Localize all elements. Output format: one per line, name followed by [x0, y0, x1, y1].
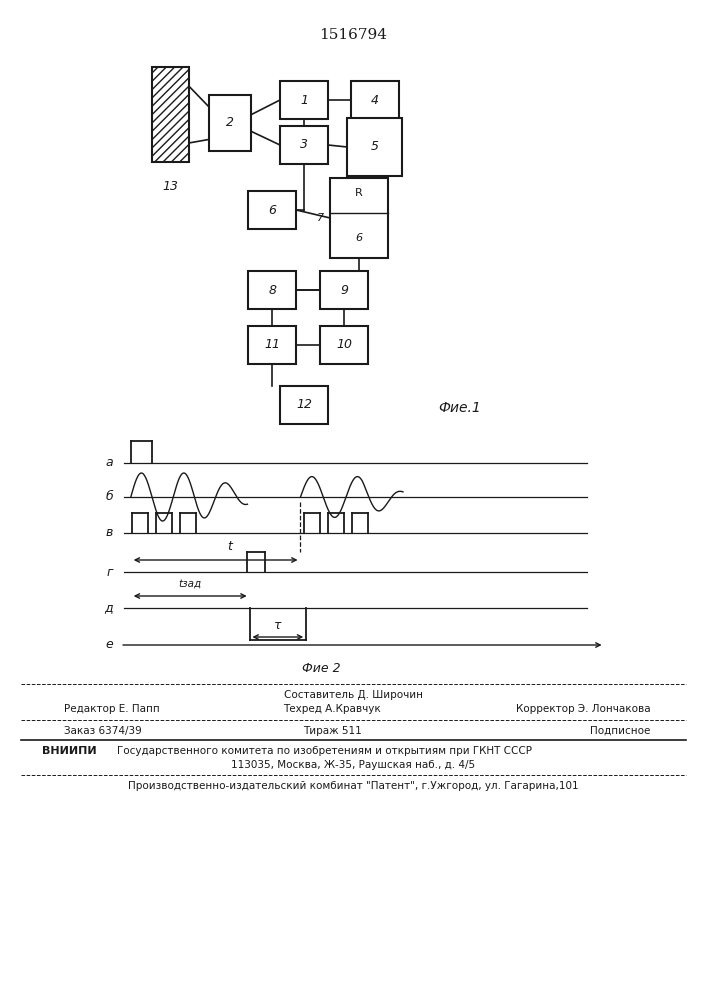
Text: 10: 10	[337, 338, 352, 352]
Text: 3: 3	[300, 138, 308, 151]
Text: Редактор Е. Папп: Редактор Е. Папп	[64, 704, 159, 714]
Text: Фие.1: Фие.1	[438, 401, 481, 415]
Text: tзад: tзад	[179, 579, 201, 589]
Text: Производственно-издательский комбинат "Патент", г.Ужгород, ул. Гагарина,101: Производственно-издательский комбинат "П…	[128, 781, 579, 791]
Text: 6: 6	[356, 233, 363, 243]
Text: 7: 7	[317, 213, 325, 223]
Text: Заказ 6374/39: Заказ 6374/39	[64, 726, 141, 736]
Text: Государственного комитета по изобретениям и открытиям при ГКНТ СССР: Государственного комитета по изобретения…	[117, 746, 532, 756]
Text: 5: 5	[370, 140, 379, 153]
Text: 13: 13	[163, 180, 178, 193]
Text: Техред А.Кравчук: Техред А.Кравчук	[284, 704, 381, 714]
Text: Корректор Э. Лончакова: Корректор Э. Лончакова	[516, 704, 650, 714]
Text: τ: τ	[274, 619, 281, 632]
Text: г: г	[107, 566, 113, 578]
Text: ВНИИПИ: ВНИИПИ	[42, 746, 97, 756]
Text: Составитель Д. Широчин: Составитель Д. Широчин	[284, 690, 423, 700]
Text: 6: 6	[268, 204, 276, 217]
Bar	[248, 271, 296, 309]
Bar	[320, 326, 368, 364]
Text: t: t	[228, 540, 232, 553]
Bar	[347, 118, 402, 176]
Text: 8: 8	[268, 284, 276, 296]
Text: в: в	[106, 526, 113, 540]
Bar	[248, 191, 296, 229]
Bar	[280, 126, 328, 164]
Text: е: е	[105, 639, 113, 652]
Text: 1516794: 1516794	[320, 28, 387, 42]
Text: д: д	[105, 601, 113, 614]
Text: Тираж 511: Тираж 511	[303, 726, 362, 736]
Bar	[280, 81, 328, 119]
Bar	[320, 271, 368, 309]
Text: 113035, Москва, Ж-35, Раушская наб., д. 4/5: 113035, Москва, Ж-35, Раушская наб., д. …	[231, 760, 476, 770]
Text: а: а	[105, 456, 113, 470]
Text: Фие 2: Фие 2	[303, 662, 341, 674]
Text: R: R	[356, 188, 363, 198]
Bar	[248, 326, 296, 364]
Bar	[280, 386, 328, 424]
Text: 9: 9	[340, 284, 349, 296]
Text: б: б	[105, 490, 113, 504]
Bar	[152, 67, 189, 162]
Bar	[330, 178, 388, 258]
Text: 11: 11	[264, 338, 280, 352]
Text: 12: 12	[296, 398, 312, 412]
Bar	[209, 96, 251, 150]
Bar	[351, 81, 399, 119]
Text: 1: 1	[300, 94, 308, 106]
Text: 2: 2	[226, 116, 234, 129]
Text: 4: 4	[370, 94, 379, 106]
Text: Подписное: Подписное	[590, 726, 650, 736]
